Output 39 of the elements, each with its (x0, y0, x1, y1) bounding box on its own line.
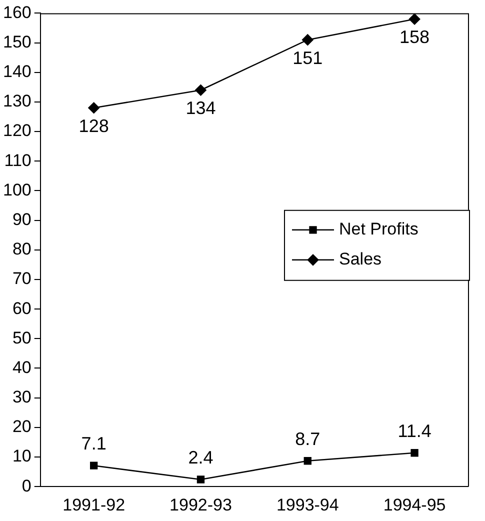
point (88, 102, 100, 114)
data-label: 11.4 (398, 420, 432, 441)
x-tick-label: 1992-93 (170, 495, 232, 514)
y-tick-label: 80 (12, 240, 32, 259)
y-tick-label: 50 (12, 328, 32, 348)
point (196, 476, 205, 484)
y-tick-label: 150 (2, 32, 32, 52)
y-tick-label: 140 (2, 62, 32, 82)
data-label: 7.1 (81, 434, 106, 454)
y-tick-label: 70 (12, 269, 32, 288)
x-tick-label: 1994-95 (383, 495, 446, 514)
data-label: 158 (400, 27, 430, 48)
legend-label: Net Profits (339, 220, 418, 239)
y-tick-label: 30 (12, 388, 32, 407)
y-tick-label: 60 (12, 298, 32, 318)
x-tick-label: 1991-92 (62, 495, 126, 514)
data-label: 151 (292, 48, 323, 68)
point (304, 457, 312, 465)
y-tick-label: 20 (12, 417, 32, 436)
y-tick-label: 160 (2, 2, 32, 22)
y-tick-label: 40 (12, 358, 32, 377)
point (195, 84, 206, 96)
point (410, 449, 418, 457)
y-tick-label: 130 (2, 92, 32, 111)
y-tick-label: 120 (2, 121, 32, 140)
data-label: 2.4 (188, 447, 214, 468)
point (408, 13, 420, 25)
y-tick-label: 100 (2, 180, 32, 200)
y-tick-label: 110 (4, 150, 32, 170)
y-tick-label: 0 (22, 476, 32, 496)
x-tick-label: 1993-94 (276, 495, 339, 514)
point (302, 34, 314, 46)
y-tick-label: 10 (12, 446, 32, 466)
legend-label: Sales (339, 250, 382, 269)
point (90, 462, 98, 470)
data-label: 134 (186, 98, 216, 118)
y-tick-label: 90 (12, 210, 32, 229)
data-label: 8.7 (295, 428, 320, 449)
data-label: 128 (78, 116, 109, 136)
